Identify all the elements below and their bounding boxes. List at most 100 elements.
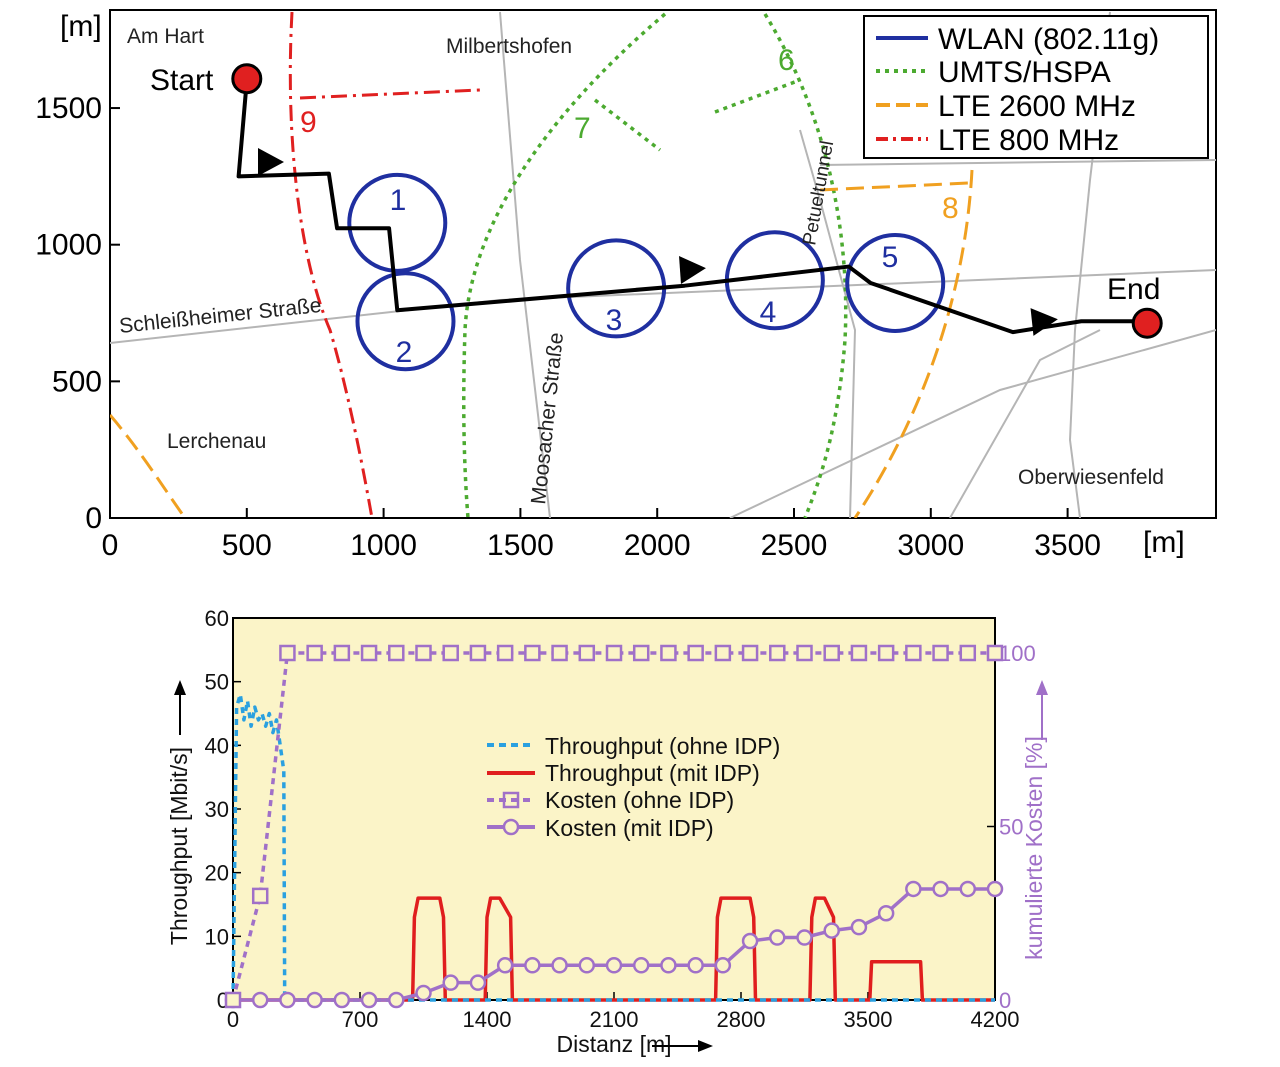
chart-y2-tick-label: 100 (999, 641, 1036, 666)
lte800-boundary (288, 11, 374, 518)
legend-label-umts: UMTS/HSPA (938, 56, 1111, 89)
route-arrow (258, 148, 284, 176)
wlan-cell-5 (845, 232, 946, 333)
map-y-tick-label: 1500 (35, 92, 102, 125)
chart-x-tick-label: 1400 (463, 1007, 512, 1032)
kosten-ohne-point (360, 644, 378, 662)
map-y-tick-label: 0 (85, 502, 102, 535)
chart-y2-tick-label: 0 (999, 988, 1011, 1013)
wlan-cell-label-1: 1 (390, 184, 407, 217)
place-oberwiesenfeld: Oberwiesenfeld (1018, 466, 1164, 489)
umts-right-boundary (763, 13, 848, 518)
y-label-arrow (174, 680, 186, 735)
kosten-mit-point (850, 918, 868, 936)
map-x-tick-label: 3000 (897, 529, 964, 562)
region-label-7: 7 (574, 112, 591, 145)
kosten-mit-point (578, 957, 596, 974)
legend-label-lte2600: LTE 2600 MHz (938, 90, 1136, 123)
chart-y-label: Throughput [Mbit/s] (166, 747, 192, 945)
kosten-mit-point (251, 991, 269, 1009)
map-axes: 0 500 1000 1500 2000 2500 3000 3500 0 500 1000 1500 (35, 92, 1101, 562)
umts-branch-6 (714, 78, 801, 114)
upper-street (819, 159, 1216, 166)
chart-y-tick-label: 30 (205, 797, 229, 822)
kosten-ohne-point (741, 644, 759, 662)
route-arrow (1030, 308, 1058, 336)
kosten-ohne-point (632, 644, 650, 662)
end-marker (1131, 307, 1163, 339)
map-x-tick-label: 3500 (1034, 529, 1101, 562)
kosten-ohne-point (306, 644, 323, 662)
kosten-ohne-point (769, 644, 786, 662)
route-arrow (679, 256, 706, 284)
kosten-mit-point (714, 957, 732, 974)
chart-y-tick-label: 10 (205, 924, 229, 949)
y2-label-arrow (1036, 680, 1048, 740)
kosten-mit-point (959, 880, 977, 898)
place-am-hart: Am Hart (127, 25, 204, 48)
kosten-ohne-point (959, 644, 977, 662)
chart-x-tick-label: 700 (342, 1007, 379, 1032)
legend-label-wlan: WLAN (802.11g) (938, 23, 1159, 56)
kosten-ohne-point (551, 644, 568, 662)
region-label-8: 8 (942, 192, 959, 225)
lte2600-coverage (110, 169, 974, 518)
kosten-ohne-point (442, 644, 459, 662)
kosten-ohne-point (469, 644, 487, 662)
legend-label-kosten-mit: Kosten (mit IDP) (545, 815, 714, 841)
kosten-ohne-point (251, 887, 269, 905)
start-marker (231, 63, 263, 95)
chart-series (224, 644, 1004, 1009)
end-label: End (1107, 273, 1160, 306)
kosten-ohne-point (714, 644, 732, 662)
route-layer (231, 63, 1163, 339)
kosten-mit-point (605, 957, 623, 974)
kosten-ohne-point (524, 644, 541, 662)
map-x-tick-label: 0 (102, 529, 119, 562)
kosten-mit-point (769, 929, 786, 946)
kosten-ohne-point (932, 644, 949, 662)
chart-x-label: Distanz [m] (556, 1031, 671, 1057)
petuel-street (799, 129, 857, 518)
map-x-tick-label: 1500 (487, 529, 554, 562)
route-map: 1 2 3 4 5 6 7 8 9 Am Hart Milbertshofen Lerc… (35, 9, 1217, 562)
kosten-mit-point (551, 957, 568, 974)
chart-x-tick-label: 3500 (844, 1007, 893, 1032)
wlan-cell-2 (355, 271, 456, 372)
kosten-mit-point (469, 974, 487, 991)
umts-left-boundary (462, 12, 667, 518)
kosten-ohne-point (224, 991, 242, 1009)
moosacher-street (499, 11, 551, 518)
lte2600-right-boundary (853, 169, 974, 518)
legend-label-throughput-mit: Throughput (mit IDP) (545, 760, 760, 786)
wlan-cell-label-3: 3 (606, 304, 623, 337)
kosten-ohne-point (986, 644, 1004, 662)
kosten-ohne-point (605, 644, 623, 662)
chart-x-tick-label: 0 (227, 1007, 239, 1032)
chart-y-tick-label: 50 (205, 670, 229, 695)
diagonal-street (949, 329, 1101, 518)
kosten-ohne-point (279, 644, 296, 662)
legend-label-kosten-ohne: Kosten (ohne IDP) (545, 787, 734, 813)
kosten-ohne-point (415, 644, 432, 662)
kosten-mit-point (877, 905, 895, 922)
map-x-tick-label: 1000 (350, 529, 417, 562)
map-x-tick-label: 2500 (761, 529, 828, 562)
kosten-ohne-point (578, 644, 596, 662)
kosten-mit-point (388, 991, 405, 1009)
kosten-mit-point (524, 957, 541, 974)
kosten-ohne-point (333, 644, 351, 662)
start-label: Start (150, 64, 214, 97)
chart-y-tick-label: 60 (205, 606, 229, 631)
series-line-1 (233, 896, 995, 1002)
chart-ticks: 0 700 1400 2100 2800 3500 42000102030405060050… (205, 606, 1036, 1032)
chart-legend: Throughput (ohne IDP) Throughput (mit ID… (487, 733, 780, 841)
region-label-9: 9 (300, 106, 317, 139)
kosten-ohne-point (850, 644, 868, 662)
kosten-mit-point (823, 922, 840, 939)
kosten-ohne-point (877, 644, 895, 662)
lte2600-left-boundary (110, 414, 187, 518)
kosten-ohne-point (687, 644, 704, 662)
legend-marker-circle (502, 818, 520, 836)
